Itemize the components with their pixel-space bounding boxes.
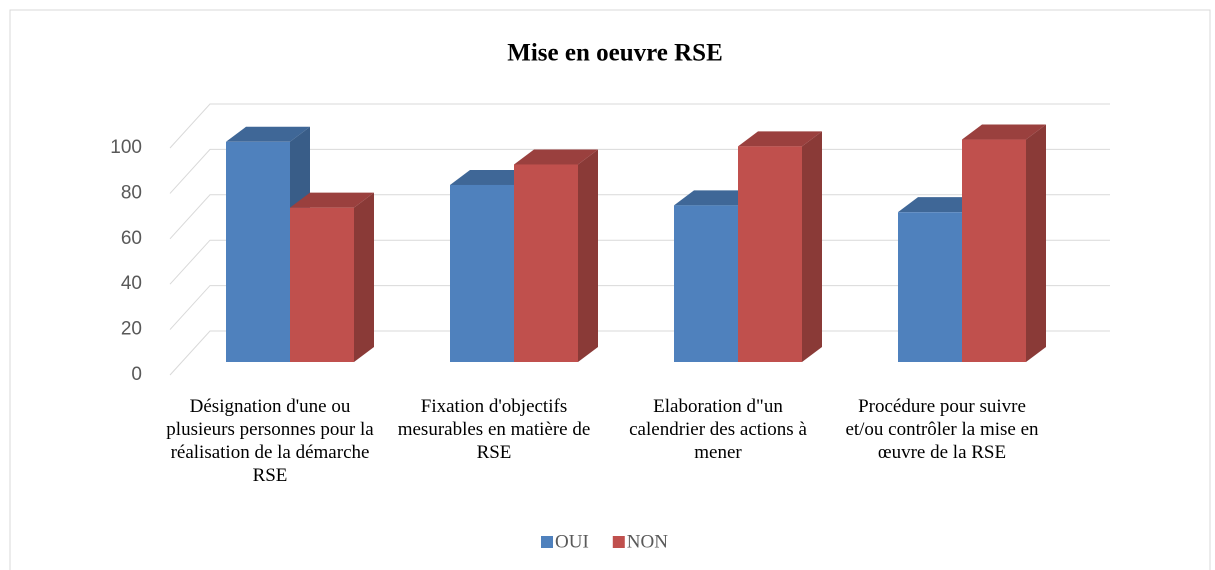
y-tick-label: 60 bbox=[121, 228, 142, 249]
legend-label: OUI bbox=[555, 531, 589, 552]
bar-side bbox=[1026, 124, 1046, 362]
bar-top bbox=[898, 197, 982, 213]
bar-front bbox=[674, 205, 738, 362]
grid-line bbox=[169, 103, 1110, 149]
y-tick-label: 0 bbox=[131, 364, 142, 385]
bar-side bbox=[578, 149, 598, 362]
x-tick-label: Fixation d'objectifs mesurables en matiè… bbox=[397, 396, 591, 463]
bar-front bbox=[514, 164, 578, 362]
y-tick-label: 40 bbox=[121, 273, 142, 294]
bar-front bbox=[962, 139, 1026, 362]
y-tick-label: 80 bbox=[121, 182, 142, 203]
legend-label: NON bbox=[627, 531, 668, 552]
bar-top bbox=[226, 126, 310, 142]
bar-front bbox=[898, 212, 962, 362]
bar-top bbox=[450, 169, 534, 185]
legend-swatch bbox=[541, 536, 553, 548]
bar-front bbox=[738, 146, 802, 362]
x-tick-label: Procédure pour suivre et/ou contrôler la… bbox=[845, 396, 1039, 463]
chart-title: Mise en oeuvre RSE bbox=[507, 40, 723, 67]
bar-top bbox=[514, 149, 598, 165]
bar bbox=[290, 192, 374, 362]
bar-front bbox=[226, 141, 290, 362]
bar-top bbox=[290, 192, 374, 208]
x-tick-label: Désignation d'une ou plusieurs personnes… bbox=[166, 396, 374, 486]
bar-front bbox=[450, 184, 514, 362]
y-tick-label: 20 bbox=[121, 319, 142, 340]
y-tick-label: 100 bbox=[110, 137, 142, 158]
bar-side bbox=[354, 192, 374, 362]
bar-top bbox=[962, 124, 1046, 140]
bar bbox=[738, 131, 822, 362]
bar-top bbox=[674, 190, 758, 206]
legend-swatch bbox=[612, 536, 625, 548]
x-tick-label: Elaboration d"un calendrier des actions … bbox=[629, 396, 807, 463]
bar-front bbox=[290, 207, 354, 362]
bar bbox=[962, 124, 1046, 362]
bar-side bbox=[802, 131, 822, 362]
bar bbox=[514, 149, 598, 362]
bar-top bbox=[738, 131, 822, 147]
